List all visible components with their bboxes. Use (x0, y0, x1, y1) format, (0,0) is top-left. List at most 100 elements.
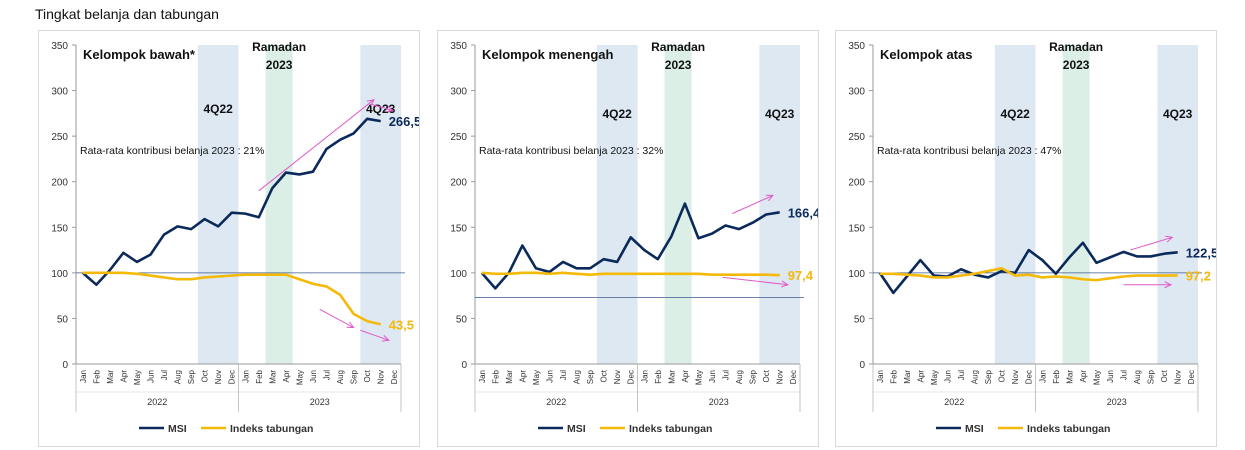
band-label-1-0: Ramadan (252, 40, 306, 54)
x-tick-label-9: Oct (201, 369, 210, 382)
year-label-1: 2023 (1107, 397, 1127, 407)
band-label-2-0: 4Q23 (765, 107, 795, 121)
series-line-1 (481, 271, 780, 277)
legend-label-0: MSI (168, 423, 187, 435)
y-tick-label-5: 250 (848, 132, 865, 143)
x-tick-label-9: Oct (998, 369, 1007, 382)
year-label-0: 2022 (147, 397, 167, 407)
series-end-label-0: 122,5 (1186, 245, 1216, 260)
chart-panel-bawah: 4Q22 Ramadan 2023 4Q23 0 50 100 150 200 250 300 350… (38, 30, 420, 447)
legend-label-1: Indeks tabungan (230, 423, 313, 435)
band-label-1-1: 2023 (1063, 58, 1090, 72)
y-tick-label-1: 50 (854, 314, 866, 325)
y-tick-label-4: 200 (51, 178, 68, 189)
band-label-2-0: 4Q23 (1163, 107, 1193, 121)
x-tick-label-11: Dec (1025, 370, 1034, 384)
trend-arrow-head-1 (385, 105, 394, 113)
y-tick-label-5: 250 (51, 132, 68, 143)
band-label-0-0: 4Q22 (204, 102, 234, 116)
x-tick-label-20: Sep (350, 369, 359, 384)
x-tick-label-13: Feb (1052, 369, 1061, 383)
x-tick-label-1: Feb (491, 369, 500, 383)
y-tick-label-2: 100 (450, 269, 467, 280)
band-label-1-1: 2023 (665, 58, 692, 72)
x-tick-label-17: Jun (1106, 370, 1115, 383)
y-tick-label-0: 0 (461, 360, 467, 371)
band-1 (1062, 45, 1090, 364)
trend-arrow-0 (732, 194, 774, 215)
trend-arrow-3 (360, 329, 389, 341)
x-tick-label-2: Mar (505, 370, 514, 384)
y-tick-label-2: 100 (848, 269, 865, 280)
y-tick-label-4: 200 (450, 178, 467, 189)
band-label-0-0: 4Q22 (1001, 107, 1031, 121)
x-tick-label-22: Nov (776, 370, 785, 384)
x-tick-label-8: Sep (187, 369, 196, 384)
legend-label-1: Indeks tabungan (1027, 423, 1110, 435)
chart-title: Kelompok menengah (482, 47, 614, 62)
x-tick-label-16: May (694, 370, 703, 385)
x-tick-label-3: Apr (916, 370, 925, 383)
band-0 (994, 45, 1036, 364)
x-tick-label-16: May (295, 370, 304, 385)
x-tick-label-12: Jan (241, 370, 250, 383)
x-tick-label-9: Oct (600, 369, 609, 382)
x-tick-label-7: Aug (573, 370, 582, 384)
band-1 (664, 45, 692, 364)
trend-arrow-head-0 (765, 194, 774, 202)
band-2 (759, 45, 800, 364)
y-tick-label-3: 150 (51, 223, 68, 234)
series-line-0 (480, 202, 780, 290)
x-tick-label-0: Jan (478, 370, 487, 383)
x-tick-label-0: Jan (79, 370, 88, 383)
x-tick-label-11: Dec (228, 370, 237, 384)
y-tick-label-4: 200 (848, 178, 865, 189)
trend-arrow-0 (1130, 236, 1173, 251)
chart-svg: 4Q22 Ramadan 2023 4Q23 0 50 100 150 200 250 300 350… (848, 40, 1216, 435)
band-label-0-0: 4Q22 (603, 107, 633, 121)
x-tick-label-19: Aug (735, 370, 744, 384)
trend-arrow-1 (722, 276, 788, 286)
legend-label-1: Indeks tabungan (629, 423, 712, 435)
x-tick-label-22: Nov (1174, 370, 1183, 384)
series-end-label-1: 97,4 (788, 268, 814, 283)
x-tick-label-23: Dec (390, 370, 399, 384)
band-1 (265, 45, 293, 364)
x-tick-label-20: Sep (749, 369, 758, 384)
legend-label-0: MSI (567, 423, 586, 435)
series-end-label-1: 97,2 (1186, 268, 1211, 283)
x-tick-label-6: Jul (957, 370, 966, 380)
x-tick-label-3: Apr (119, 370, 128, 383)
x-tick-label-12: Jan (640, 370, 649, 383)
x-tick-label-19: Aug (1133, 370, 1142, 384)
x-tick-label-5: Jun (146, 370, 155, 383)
x-tick-label-16: May (1092, 370, 1101, 385)
x-tick-label-10: Nov (1011, 370, 1020, 384)
x-tick-label-6: Jul (559, 370, 568, 380)
series-line-1 (879, 267, 1178, 282)
band-label-1-0: Ramadan (651, 40, 705, 54)
x-tick-label-20: Sep (1147, 369, 1156, 384)
series-line-1 (82, 271, 381, 326)
x-tick-label-15: Apr (681, 370, 690, 383)
trend-arrow-head-2 (346, 321, 355, 329)
chart-annotation: Rata-rata kontribusi belanja 2023 : 32% (479, 145, 663, 157)
legend-label-0: MSI (965, 423, 984, 435)
x-tick-label-17: Jun (309, 370, 318, 383)
year-label-1: 2023 (709, 397, 729, 407)
x-tick-label-21: Oct (363, 369, 372, 382)
band-label-2-0: 4Q23 (366, 102, 396, 116)
x-tick-label-6: Jul (160, 370, 169, 380)
x-tick-label-7: Aug (174, 370, 183, 384)
y-tick-label-1: 50 (57, 314, 69, 325)
x-tick-label-4: May (930, 370, 939, 385)
series-end-label-0: 266,5 (389, 114, 419, 129)
y-tick-label-6: 300 (848, 87, 865, 98)
y-tick-label-5: 250 (450, 132, 467, 143)
x-tick-label-8: Sep (984, 369, 993, 384)
x-tick-label-2: Mar (106, 370, 115, 384)
band-label-1-1: 2023 (266, 58, 293, 72)
band-0 (197, 45, 239, 364)
chart-title: Kelompok atas (880, 47, 972, 62)
y-tick-label-0: 0 (62, 360, 68, 371)
